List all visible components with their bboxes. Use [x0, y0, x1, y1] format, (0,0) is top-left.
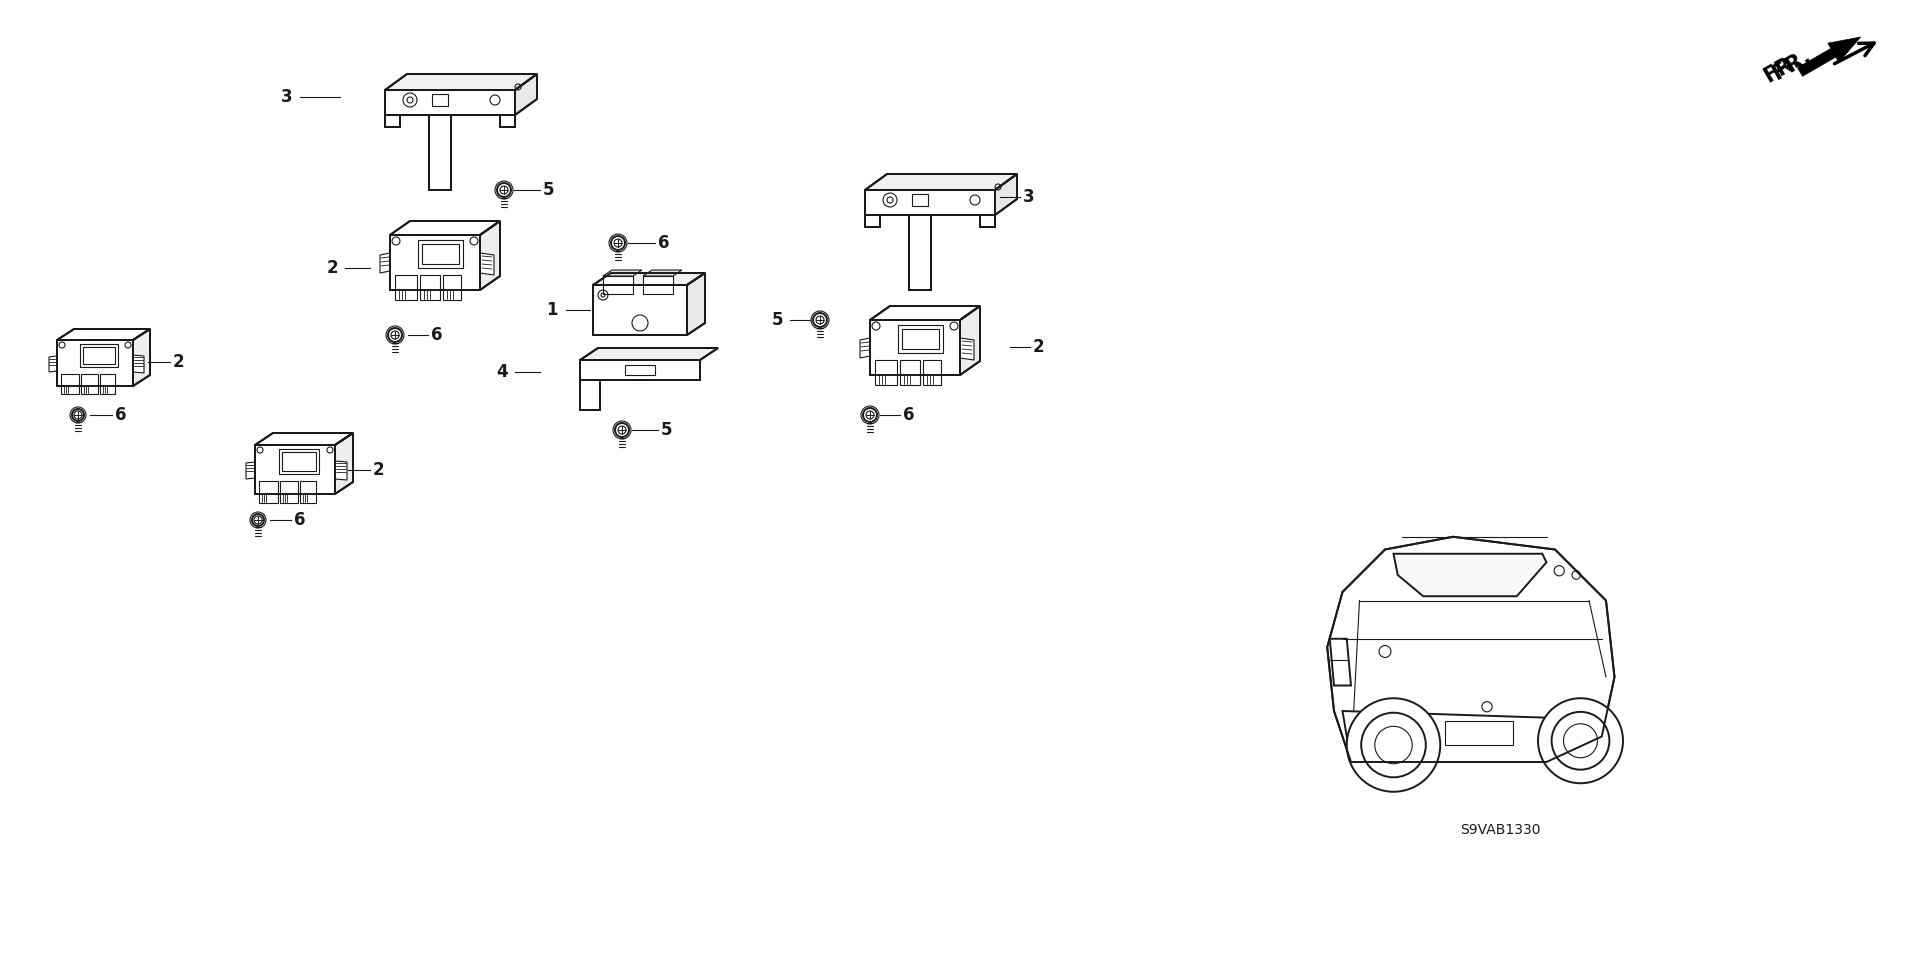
Polygon shape: [960, 338, 973, 360]
Polygon shape: [61, 374, 79, 394]
Polygon shape: [580, 380, 599, 410]
Polygon shape: [593, 273, 705, 285]
Polygon shape: [386, 90, 515, 115]
Polygon shape: [603, 276, 634, 294]
Polygon shape: [132, 329, 150, 386]
Polygon shape: [593, 285, 687, 335]
Polygon shape: [499, 115, 515, 127]
Circle shape: [1346, 698, 1440, 792]
Polygon shape: [1327, 537, 1615, 762]
Text: 6: 6: [430, 326, 442, 344]
Polygon shape: [643, 276, 674, 294]
Polygon shape: [428, 115, 451, 190]
Polygon shape: [960, 306, 979, 375]
Circle shape: [1551, 712, 1609, 770]
Polygon shape: [580, 348, 718, 360]
Polygon shape: [1394, 553, 1546, 596]
Polygon shape: [603, 270, 641, 276]
Polygon shape: [870, 320, 960, 375]
Text: FR.: FR.: [1761, 50, 1803, 86]
Polygon shape: [81, 374, 98, 394]
Polygon shape: [580, 360, 701, 380]
Polygon shape: [1342, 711, 1611, 762]
Text: 1: 1: [547, 301, 559, 319]
Polygon shape: [995, 174, 1018, 215]
Text: 3: 3: [282, 88, 294, 106]
Text: 5: 5: [772, 311, 783, 329]
Polygon shape: [866, 174, 1018, 190]
Text: 5: 5: [660, 421, 672, 439]
Text: 4: 4: [497, 363, 509, 381]
Polygon shape: [480, 221, 499, 290]
Polygon shape: [876, 360, 897, 385]
Polygon shape: [280, 481, 298, 503]
Polygon shape: [386, 115, 399, 127]
Circle shape: [812, 313, 828, 327]
Polygon shape: [396, 275, 417, 300]
Polygon shape: [515, 74, 538, 115]
Text: 6: 6: [115, 406, 127, 424]
Circle shape: [497, 183, 511, 197]
Circle shape: [862, 408, 877, 422]
Polygon shape: [860, 338, 870, 358]
Circle shape: [252, 514, 265, 526]
Polygon shape: [444, 275, 461, 300]
Polygon shape: [390, 235, 480, 290]
Polygon shape: [58, 329, 150, 340]
Polygon shape: [58, 340, 132, 386]
Polygon shape: [255, 433, 353, 445]
Text: 3: 3: [1023, 188, 1035, 206]
Text: 2: 2: [1033, 338, 1044, 356]
Polygon shape: [687, 273, 705, 335]
Text: 6: 6: [659, 234, 670, 252]
Text: 2: 2: [326, 259, 338, 277]
Circle shape: [611, 236, 626, 250]
Polygon shape: [900, 360, 920, 385]
Polygon shape: [334, 461, 348, 480]
Circle shape: [1361, 713, 1427, 778]
Polygon shape: [480, 253, 493, 275]
Circle shape: [614, 423, 630, 437]
Polygon shape: [132, 355, 144, 373]
Polygon shape: [380, 253, 390, 273]
Text: FR.: FR.: [1770, 46, 1814, 83]
Polygon shape: [100, 374, 115, 394]
Text: S9VAB1330: S9VAB1330: [1459, 823, 1540, 837]
Polygon shape: [246, 462, 255, 479]
Polygon shape: [1331, 639, 1352, 686]
Polygon shape: [259, 481, 278, 503]
Polygon shape: [908, 215, 931, 290]
Text: 2: 2: [372, 461, 384, 479]
Polygon shape: [390, 221, 499, 235]
Polygon shape: [300, 481, 317, 503]
Polygon shape: [334, 433, 353, 494]
Polygon shape: [50, 356, 58, 372]
Polygon shape: [866, 215, 879, 227]
Circle shape: [1538, 698, 1622, 784]
Text: 6: 6: [902, 406, 914, 424]
Polygon shape: [979, 215, 995, 227]
Polygon shape: [866, 190, 995, 215]
Polygon shape: [1797, 37, 1860, 77]
Polygon shape: [924, 360, 941, 385]
Polygon shape: [420, 275, 440, 300]
Circle shape: [73, 409, 84, 421]
Polygon shape: [386, 74, 538, 90]
Text: 5: 5: [543, 181, 555, 199]
Polygon shape: [643, 270, 682, 276]
Text: 2: 2: [173, 353, 184, 371]
Circle shape: [388, 328, 401, 342]
Polygon shape: [870, 306, 979, 320]
Polygon shape: [255, 445, 334, 494]
Text: 6: 6: [294, 511, 305, 529]
